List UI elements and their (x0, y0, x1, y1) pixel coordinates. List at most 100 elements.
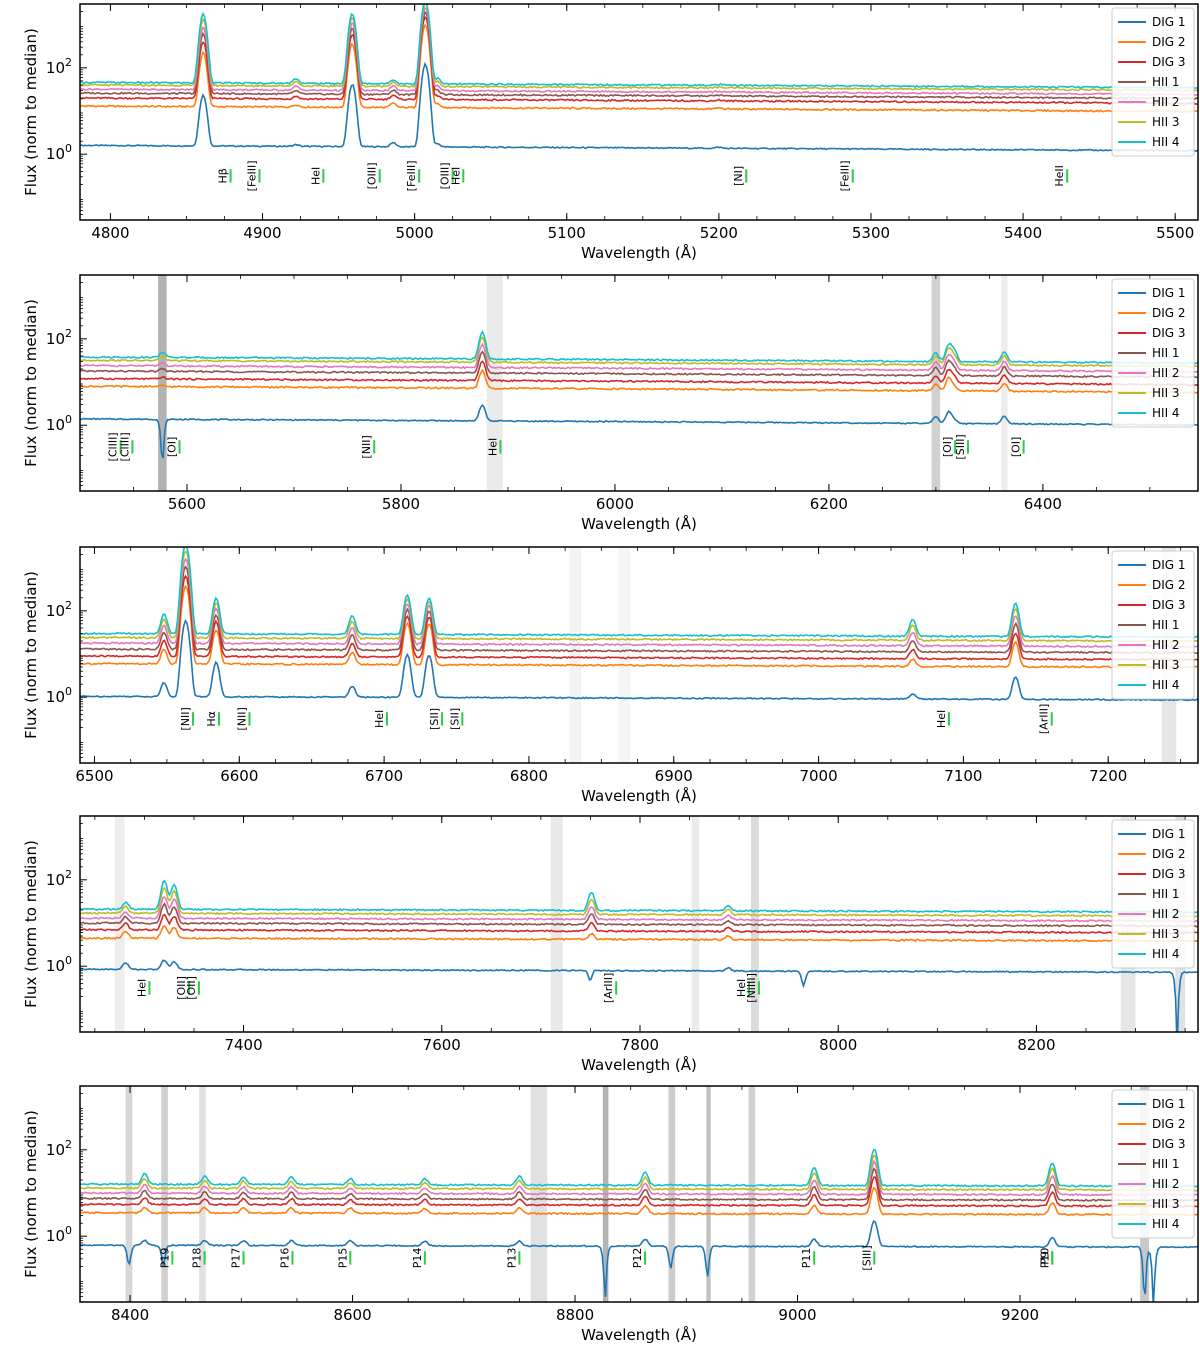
plot-area (80, 816, 1198, 1032)
spectrum-hii-4 (80, 547, 1198, 639)
y-axis-title: Flux (norm to median) (22, 1110, 40, 1278)
line-id-label: [OII] (185, 976, 198, 1000)
legend-label: DIG 1 (1152, 15, 1186, 29)
legend-label: HII 3 (1152, 386, 1180, 400)
legend-label: HII 4 (1152, 406, 1180, 420)
legend-label: HII 1 (1152, 75, 1180, 89)
line-id-label: P14 (411, 1248, 424, 1269)
legend-label: DIG 2 (1152, 578, 1186, 592)
spectrum-hii-2 (80, 896, 1198, 923)
line-id-label: [NI] (732, 166, 745, 186)
legend-label: HII 1 (1152, 887, 1180, 901)
sky-mask-band (1001, 275, 1008, 491)
legend-box (1111, 1089, 1195, 1239)
x-axis-title: Wavelength (Å) (581, 786, 697, 805)
legend-label: DIG 3 (1152, 326, 1186, 340)
spectrum-hii-4 (80, 4, 1198, 90)
line-id-label: HeI (449, 167, 462, 185)
legend-label: HII 4 (1152, 678, 1180, 692)
y-tick-label: 102 (46, 1138, 72, 1159)
spectrum-dig-2 (80, 924, 1198, 943)
spectrum-dig-2 (80, 23, 1198, 113)
panel-5: P19 P18 P17 P16 P15 P14 P13 P12 P11 P10 [SIII] P9 84… (22, 1085, 1199, 1344)
panel-4: HeI [OII][OII] [ArIII] HeI[NiIII]7400 7600 78… (22, 815, 1199, 1074)
line-id-label: [NII] (360, 435, 373, 458)
legend-label: DIG 1 (1152, 827, 1186, 841)
x-tick-label: 7800 (621, 1036, 659, 1054)
y-axis-title: Flux (norm to median) (22, 299, 40, 467)
plot-area (80, 547, 1198, 763)
legend-label: HII 3 (1152, 927, 1180, 941)
y-tick-label: 100 (46, 1224, 72, 1245)
x-tick-label: 5400 (1004, 224, 1042, 242)
line-id-label: [OIII] (439, 162, 452, 189)
y-axis-title: Flux (norm to median) (22, 840, 40, 1008)
legend-box (1111, 819, 1195, 969)
legend-label: HII 2 (1152, 1177, 1180, 1191)
x-tick-label: 5800 (382, 495, 420, 513)
x-tick-label: 5300 (852, 224, 890, 242)
x-tick-label: 8200 (1017, 1036, 1055, 1054)
x-tick-label: 6900 (655, 767, 693, 785)
line-id-label: HeI (935, 710, 948, 728)
x-tick-label: 8800 (556, 1306, 594, 1324)
line-id-label: [ClIII] (118, 432, 131, 461)
line-id-label: HeI (373, 710, 386, 728)
x-tick-label: 8000 (819, 1036, 857, 1054)
line-id-label: P17 (230, 1248, 243, 1269)
legend-label: HII 2 (1152, 907, 1180, 921)
legend-label: HII 2 (1152, 638, 1180, 652)
legend-label: HII 1 (1152, 1157, 1180, 1171)
x-tick-label: 6800 (510, 767, 548, 785)
sky-mask-band (158, 275, 167, 491)
line-id-label: HeI (486, 438, 499, 456)
line-id-label: [OI] (1010, 437, 1023, 458)
line-id-label: [SIII] (954, 434, 967, 459)
legend-label: DIG 3 (1152, 867, 1186, 881)
line-id-label: [OI] (941, 437, 954, 458)
x-tick-label: 5000 (396, 224, 434, 242)
y-tick-label: 100 (46, 954, 72, 975)
spectrum-dig-1 (80, 403, 1198, 459)
legend-label: HII 1 (1152, 346, 1180, 360)
spectrum-hii-1 (80, 350, 1198, 379)
line-id-label: [NII] (235, 707, 248, 730)
spectrum-dig-3 (80, 913, 1198, 935)
x-tick-label: 6600 (220, 767, 258, 785)
spectrum-dig-1 (80, 61, 1198, 152)
line-id-label: [SII] (448, 708, 461, 730)
spectrum-dig-2 (80, 368, 1198, 394)
legend-label: HII 4 (1152, 947, 1180, 961)
x-axis-title: Wavelength (Å) (581, 1055, 697, 1074)
spectrum-hii-2 (80, 6, 1198, 97)
x-tick-label: 6400 (1024, 495, 1062, 513)
line-id-label: [FeIII] (245, 160, 258, 191)
plot-frame (79, 274, 1199, 492)
sky-mask-band (569, 547, 582, 763)
spectrum-hii-1 (80, 1167, 1198, 1203)
line-id-label: [ArIII] (602, 973, 615, 1003)
spectrum-hii-2 (80, 342, 1198, 374)
spectrum-hii-1 (80, 902, 1198, 928)
legend-box (1111, 7, 1195, 157)
x-axis-title: Wavelength (Å) (581, 514, 697, 533)
plot-area (80, 1086, 1198, 1302)
legend: DIG 1 DIG 2 DIG 3 HII 1 HII 2 HII 3 HII 4 (1111, 7, 1195, 157)
line-id-label: P13 (505, 1248, 518, 1269)
sky-mask-band (125, 1086, 133, 1302)
spectrum-hii-4 (80, 879, 1198, 914)
y-tick-label: 100 (46, 685, 72, 706)
plot-frame (79, 3, 1199, 221)
plot-area (80, 4, 1198, 152)
line-id-label: [ClIII] (107, 432, 120, 461)
spectrum-hii-3 (80, 1154, 1198, 1192)
y-tick-label: 102 (46, 868, 72, 889)
legend-label: DIG 2 (1152, 306, 1186, 320)
legend-label: DIG 2 (1152, 1117, 1186, 1131)
x-tick-label: 9000 (778, 1306, 816, 1324)
x-tick-label: 6000 (596, 495, 634, 513)
line-id-label: [OI] (165, 437, 178, 458)
line-id-label: Hβ (217, 168, 230, 183)
legend: DIG 1 DIG 2 DIG 3 HII 1 HII 2 HII 3 HII 4 (1111, 550, 1195, 700)
spectrum-dig-1 (80, 1219, 1198, 1302)
